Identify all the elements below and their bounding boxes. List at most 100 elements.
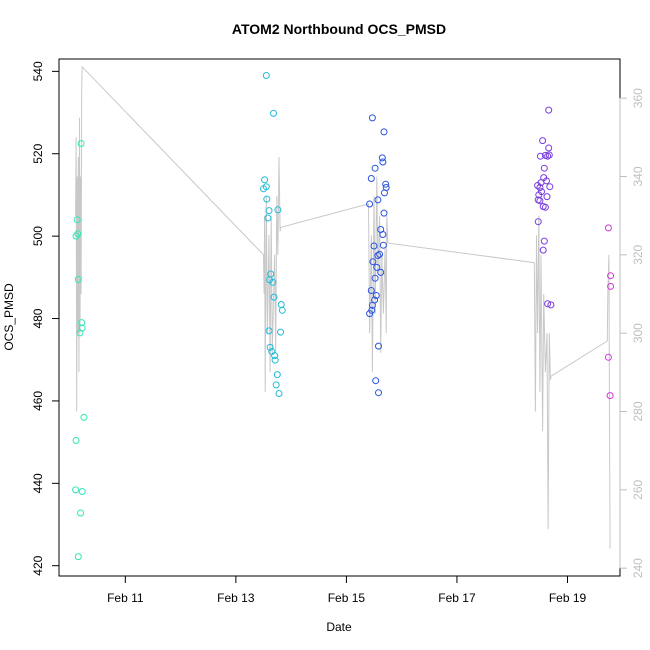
data-point xyxy=(78,319,86,327)
x-axis-label: Date xyxy=(326,620,352,634)
y-tick-label-right: 320 xyxy=(631,245,645,265)
data-point xyxy=(72,232,80,240)
data-point xyxy=(607,272,615,280)
y-tick-label-left: 440 xyxy=(31,473,45,493)
data-point xyxy=(261,176,269,184)
data-point xyxy=(74,553,82,561)
chart-title: ATOM2 Northbound OCS_PMSD xyxy=(232,21,446,37)
y-axis-left: 420 440 460 480 500 520 540 xyxy=(31,61,60,576)
data-point xyxy=(534,218,542,226)
data-point xyxy=(264,214,272,222)
data-point xyxy=(606,392,614,400)
y-tick-label-left: 520 xyxy=(31,143,45,163)
data-point xyxy=(371,164,379,172)
data-point xyxy=(545,151,553,159)
data-point xyxy=(72,486,80,494)
data-point xyxy=(539,203,547,210)
data-point xyxy=(543,193,551,201)
data-point xyxy=(74,275,82,283)
data-point xyxy=(277,328,285,336)
data-point xyxy=(381,189,388,197)
data-point xyxy=(73,216,81,224)
data-point xyxy=(604,224,612,232)
x-tick-label: Feb 19 xyxy=(549,591,587,605)
data-point xyxy=(544,152,552,160)
data-point xyxy=(534,182,542,189)
y-tick-label-left: 480 xyxy=(31,308,45,328)
data-point xyxy=(379,241,387,249)
data-point xyxy=(266,343,274,351)
y-tick-label-right: 340 xyxy=(631,166,645,186)
x-tick-label: Feb 11 xyxy=(107,591,144,605)
data-point xyxy=(72,437,80,444)
data-point xyxy=(367,287,375,294)
data-point xyxy=(372,292,380,299)
y-tick-label-right: 280 xyxy=(631,401,645,421)
data-point xyxy=(539,246,547,254)
y-tick-label-right: 260 xyxy=(631,480,645,500)
data-point xyxy=(80,413,88,421)
y-tick-label-right: 240 xyxy=(631,558,645,578)
data-point xyxy=(78,488,86,495)
data-point xyxy=(375,342,382,350)
data-point xyxy=(265,207,273,215)
y-tick-label-left: 540 xyxy=(31,61,45,81)
data-point xyxy=(271,352,279,360)
data-point xyxy=(265,327,273,335)
data-point xyxy=(374,252,382,259)
data-point xyxy=(366,310,374,318)
data-point xyxy=(372,377,380,385)
data-point xyxy=(377,268,385,276)
data-point xyxy=(271,356,279,364)
data-point xyxy=(275,390,283,397)
data-point xyxy=(540,164,548,172)
data-point xyxy=(368,114,376,122)
data-point xyxy=(77,140,85,147)
data-point xyxy=(270,293,278,301)
y-tick-label-left: 500 xyxy=(31,226,45,246)
data-point xyxy=(366,200,374,208)
data-point xyxy=(374,196,382,204)
x-tick-label: Feb 15 xyxy=(328,591,366,605)
data-point xyxy=(370,242,378,250)
x-tick-label: Feb 17 xyxy=(438,591,476,605)
plot-area xyxy=(72,65,615,561)
data-point xyxy=(378,154,386,162)
y-tick-label-left: 420 xyxy=(31,555,45,575)
data-point xyxy=(269,278,277,286)
data-point xyxy=(379,231,387,238)
data-point xyxy=(545,144,553,152)
data-point xyxy=(273,371,281,379)
data-point xyxy=(544,300,552,308)
data-point xyxy=(547,301,555,309)
data-point xyxy=(369,258,377,266)
scatter-points xyxy=(72,72,615,561)
data-point xyxy=(540,237,548,245)
data-point xyxy=(77,509,85,517)
y-tick-label-right: 360 xyxy=(631,88,645,108)
data-point xyxy=(274,206,282,214)
data-point xyxy=(379,158,387,166)
data-point xyxy=(270,109,277,117)
y-tick-label-left: 460 xyxy=(31,391,45,411)
data-point xyxy=(536,197,544,205)
data-point xyxy=(373,263,381,271)
data-point xyxy=(546,183,554,191)
data-point xyxy=(380,209,388,217)
data-point xyxy=(367,175,375,182)
data-point xyxy=(536,152,544,160)
data-point xyxy=(607,282,615,290)
secondary-series-line xyxy=(75,65,611,549)
y-axis-right: 240 260 280 300 320 340 360 xyxy=(619,88,645,578)
data-point xyxy=(278,306,286,314)
data-point xyxy=(604,353,612,361)
data-point xyxy=(376,250,384,258)
y-tick-label-right: 300 xyxy=(631,323,645,343)
data-point xyxy=(382,180,390,188)
data-point xyxy=(380,128,388,136)
data-point xyxy=(536,184,544,191)
data-point xyxy=(371,274,379,282)
data-point xyxy=(277,301,285,308)
data-point xyxy=(262,72,270,79)
